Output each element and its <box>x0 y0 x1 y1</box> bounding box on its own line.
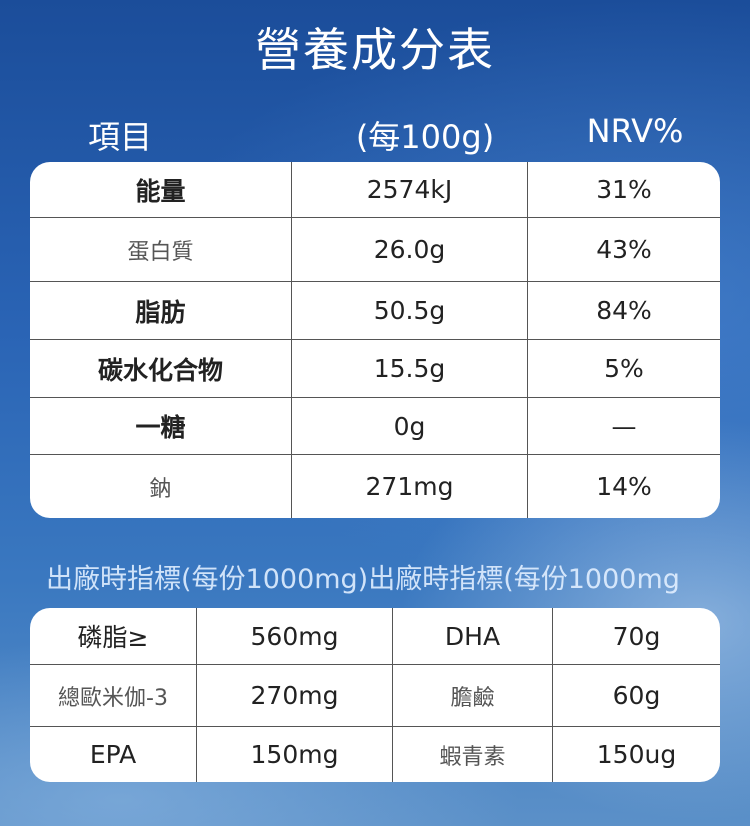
subtitle: 出廠時指標(每份1000mg)出廠時指標(每份1000mg <box>46 564 680 595</box>
spec-table: 磷脂≥ 560mg DHA 70g 總歐米伽-3 270mg 膽鹼 60g EPA 150mg 蝦青… <box>30 608 720 782</box>
table-cell: 26.0g <box>292 218 528 282</box>
table-cell: 蛋白質 <box>30 218 292 282</box>
table-cell: 150mg <box>197 727 393 782</box>
table-cell: 270mg <box>197 665 393 727</box>
nutrition-table: 能量 2574kJ 31% 蛋白質 26.0g 43% 脂肪 50.5g 84% 碳水化合物 15.… <box>30 162 720 518</box>
table-cell: 150ug <box>596 740 677 769</box>
column-header: NRV% <box>586 112 684 150</box>
table-cell: 70g <box>553 608 720 665</box>
table-cell: 蝦青素 <box>393 727 553 782</box>
table-cell: 磷脂≥ <box>30 608 197 665</box>
table-cell: 總歐米伽-3 <box>30 665 197 727</box>
table-cell: 脂肪 <box>30 282 292 340</box>
table-cell: 鈉 <box>30 455 292 518</box>
table-cell: 14% <box>596 472 652 501</box>
table-cell: 一糖 <box>30 398 292 455</box>
table-cell: 560mg <box>197 608 393 665</box>
table-cell: 271mg <box>292 455 528 518</box>
table-cell: 碳水化合物 <box>30 340 292 398</box>
table-cell: 31% <box>528 162 720 218</box>
table-cell: 5% <box>528 340 720 398</box>
column-header: (每100g) <box>355 118 495 156</box>
table-cell: 能量 <box>30 162 292 218</box>
table-cell: 2574kJ <box>292 162 528 218</box>
table-cell: 43% <box>528 218 720 282</box>
table-cell: 膽鹼 <box>393 665 553 727</box>
table-cell: 0g <box>292 398 528 455</box>
table-cell: — <box>528 398 720 455</box>
table-cell: 15.5g <box>292 340 528 398</box>
table-cell: 50.5g <box>292 282 528 340</box>
column-header: 項目 <box>87 118 152 156</box>
title: 營養成分表 <box>255 23 495 77</box>
table-cell: 60g <box>553 665 720 727</box>
table-cell: 84% <box>528 282 720 340</box>
table-cell: EPA <box>30 727 197 782</box>
table-cell: DHA <box>393 608 553 665</box>
